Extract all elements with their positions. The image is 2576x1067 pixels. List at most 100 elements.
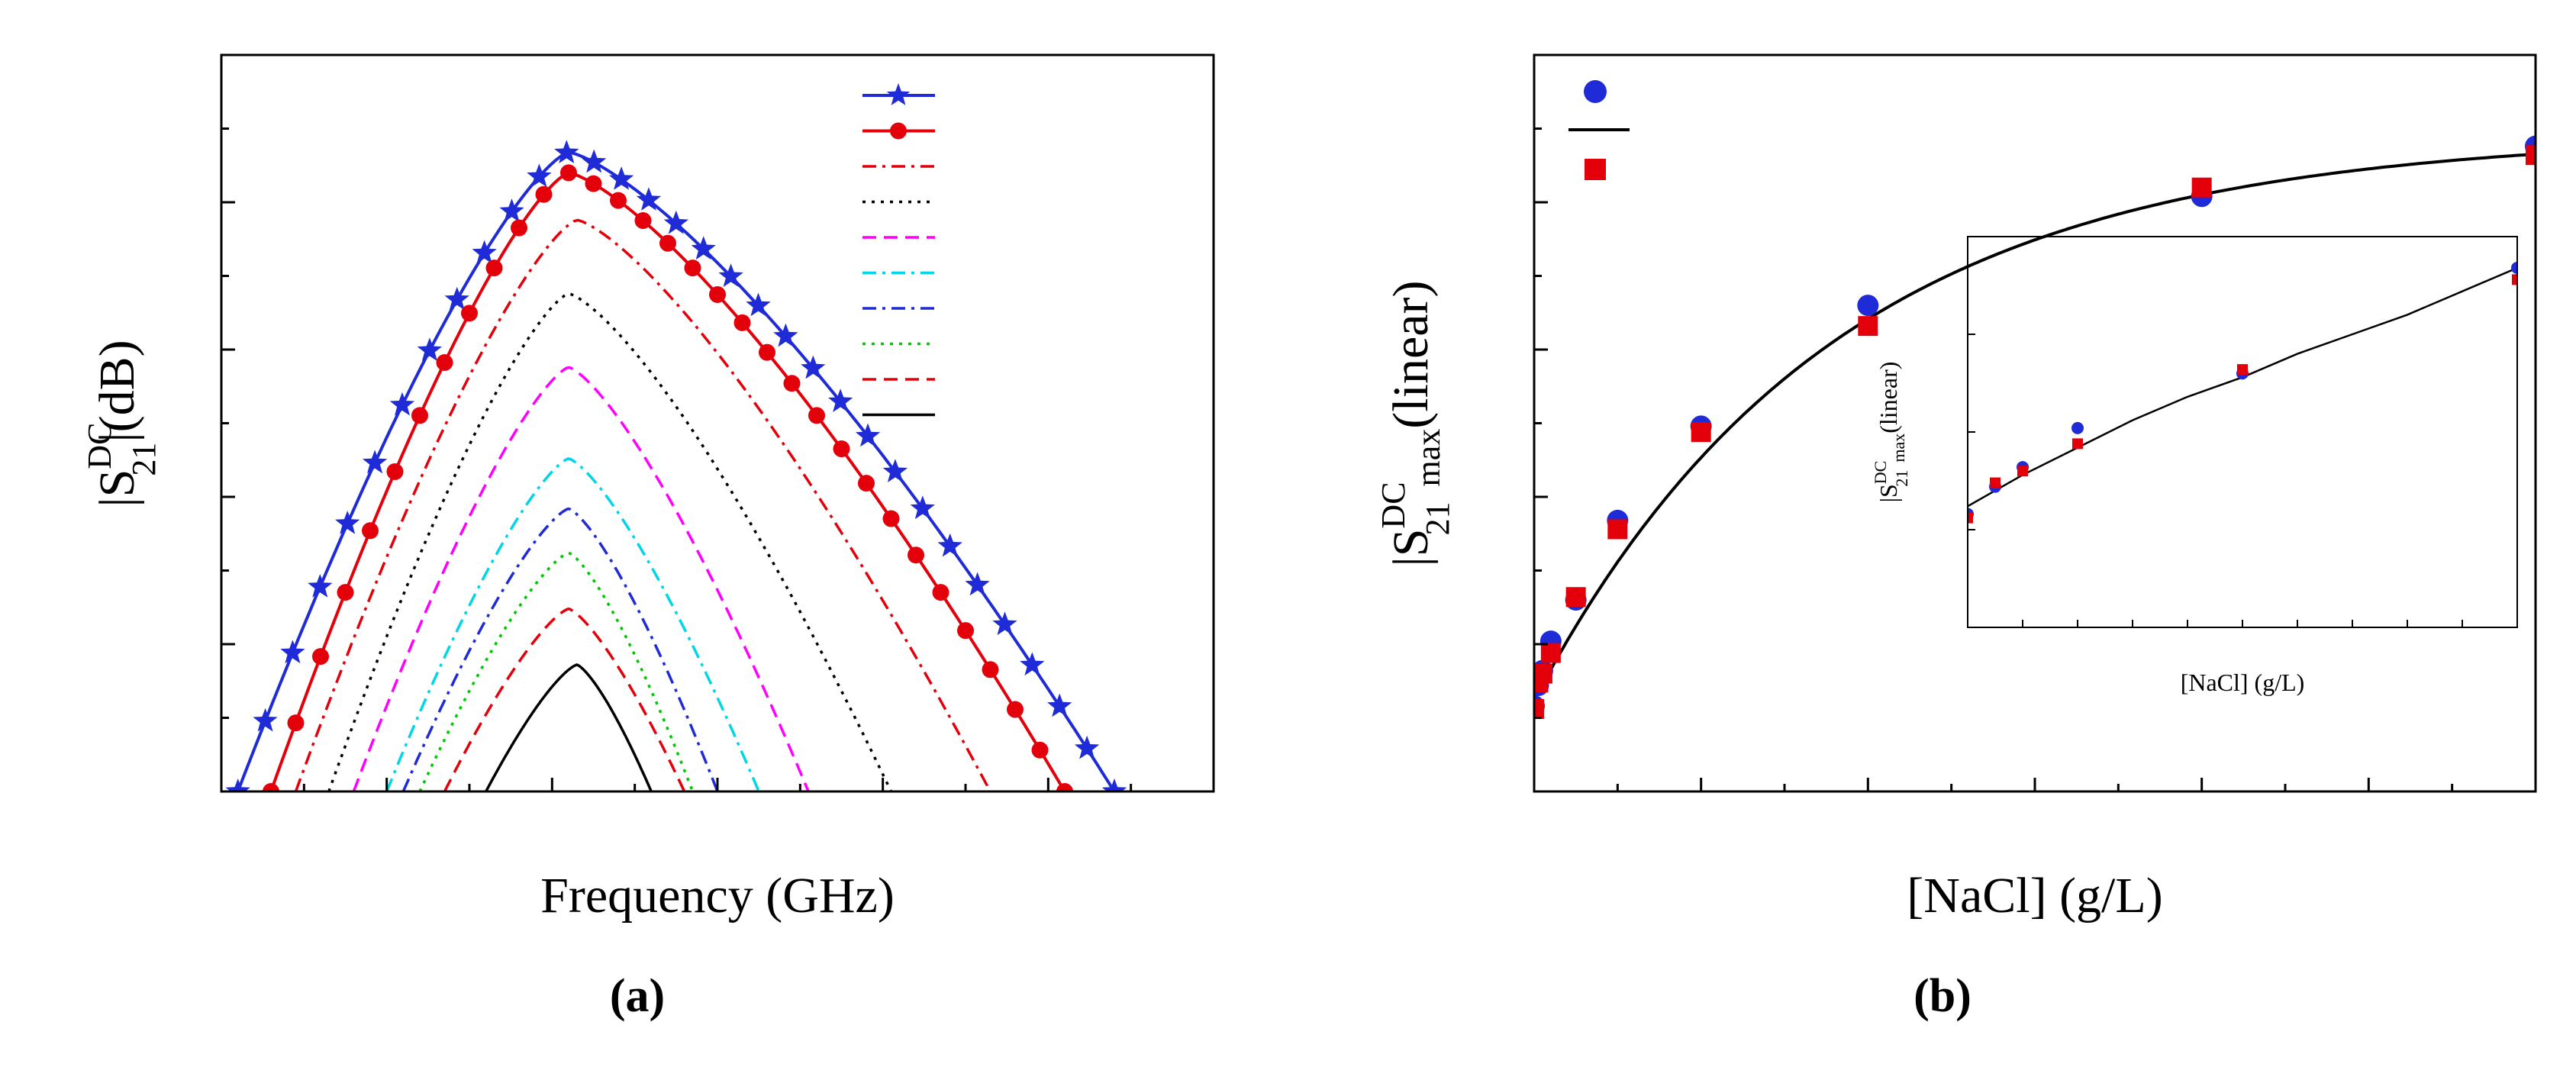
- a-series-line: [485, 663, 653, 791]
- a-series-marker: [417, 337, 442, 362]
- inset-ylabel-sub: 21: [1892, 470, 1911, 487]
- a-series-marker: [312, 648, 329, 666]
- a-series-marker: [808, 407, 825, 424]
- b-legend-marker-circle: [1584, 80, 1607, 103]
- a-panel-label: (a): [610, 970, 665, 1022]
- a-series-marker: [582, 149, 607, 173]
- a-series-marker: [386, 463, 404, 480]
- a-series-marker: [362, 522, 379, 540]
- a-series-marker: [636, 187, 662, 211]
- b-y-axis-label: |SDC 21 max(linear): [1375, 280, 1456, 566]
- b-measurement2-point: [1565, 587, 1586, 608]
- a-series-marker: [225, 778, 250, 791]
- a-series-marker: [308, 574, 333, 598]
- a-series-marker: [389, 392, 415, 416]
- a-series-marker: [659, 234, 676, 252]
- a-series-marker: [882, 459, 908, 482]
- a-series-marker: [684, 259, 701, 277]
- a-series-marker: [499, 198, 524, 222]
- a-series-marker: [965, 572, 990, 596]
- a-series-marker: [411, 407, 428, 424]
- a-y-ticks: [221, 53, 235, 793]
- b-measurement2-point: [1540, 643, 1561, 663]
- a-series-marker: [511, 219, 527, 237]
- b-ylabel-sub: 21: [1419, 501, 1456, 535]
- inset-data: [1968, 261, 2517, 524]
- a-series-marker: [759, 343, 775, 361]
- b-measurement2-point: [2191, 177, 2212, 198]
- a-series-line: [385, 457, 760, 791]
- a-series-marker: [783, 375, 801, 392]
- a-series-marker: [535, 185, 553, 203]
- inset-measurement2-point: [1990, 477, 2001, 488]
- a-series-marker: [855, 423, 881, 447]
- a-ylabel-sub: 21: [125, 443, 163, 476]
- a-series-marker: [554, 140, 579, 163]
- b-legend: [1568, 80, 1630, 180]
- inset-frame: [1967, 236, 2518, 628]
- a-series-line: [401, 507, 719, 791]
- inset-calibration-curve: [1968, 266, 2517, 508]
- b-x-axis-label: [NaCl] (g/L): [1907, 868, 2162, 924]
- inset-y-axis-label: |SDC 21 max(linear): [1871, 362, 1911, 503]
- chart-b: [NaCl] (g/L) |SDC 21max(linear) [NaCl] (g…: [1375, 53, 2537, 1022]
- a-series-marker: [1056, 783, 1073, 791]
- a-series-marker: [801, 355, 826, 379]
- b-measurement2-point: [1534, 698, 1544, 719]
- b-calibration-curve: [1534, 153, 2536, 701]
- a-series-marker: [634, 211, 652, 229]
- b-measurement2-point: [1691, 422, 1711, 443]
- a-ylabel-sup: DC: [81, 423, 118, 469]
- a-legend-marker: [886, 83, 911, 105]
- a-series-marker: [833, 440, 850, 458]
- a-series-marker: [1007, 701, 1024, 718]
- a-series-marker: [461, 305, 478, 322]
- a-curves: [225, 140, 1127, 791]
- a-series-marker: [1031, 741, 1049, 759]
- a-series-marker: [1047, 693, 1072, 717]
- a-ylabel-post: |(dB): [89, 340, 145, 442]
- a-series-marker: [908, 546, 924, 564]
- a-series-line: [269, 171, 1066, 791]
- a-series-marker: [485, 259, 503, 277]
- inset-calibration-point: [2511, 261, 2517, 274]
- b-plot-frame: [1533, 53, 2537, 793]
- inset-ylabel-post: (linear): [1875, 362, 1902, 434]
- inset-measurement2-point: [2072, 438, 2083, 450]
- a-series-marker: [263, 783, 279, 791]
- a-series-marker: [957, 622, 974, 640]
- a-series-marker: [663, 210, 688, 234]
- a-series-marker: [253, 708, 278, 732]
- a-series-marker: [709, 285, 726, 303]
- a-series-marker: [992, 611, 1017, 636]
- a-series-line: [352, 366, 810, 791]
- a-series-marker: [560, 164, 577, 182]
- b-measurement2-point: [1607, 519, 1628, 540]
- a-series-marker: [280, 640, 305, 664]
- inset-measurement2-point: [2017, 466, 2028, 477]
- chart-a: Frequency (GHz) |SDC 21|(dB) (a): [81, 53, 1215, 1022]
- a-legend-marker: [890, 122, 907, 140]
- a-series-marker: [982, 661, 999, 679]
- a-legend: [862, 83, 935, 417]
- a-series-marker: [585, 175, 602, 192]
- a-series-marker: [773, 323, 798, 347]
- inset-ylabel-pre: |S: [1875, 484, 1902, 502]
- a-series-marker: [746, 292, 771, 317]
- a-series-marker: [718, 263, 743, 287]
- b-measurement2-point: [1858, 316, 1878, 337]
- inset-y-ticks: [1968, 236, 1975, 628]
- a-series-marker: [287, 714, 305, 732]
- b-panel-label: (b): [1913, 970, 1971, 1022]
- inset-calibration-point: [2071, 421, 2084, 434]
- inset-measurement2-point: [2237, 364, 2248, 376]
- a-series-marker: [882, 510, 900, 527]
- a-series-marker: [932, 584, 949, 601]
- a-series-marker: [691, 236, 716, 260]
- a-series-line: [418, 551, 695, 791]
- a-series-marker: [828, 388, 853, 412]
- a-series-marker: [337, 584, 354, 601]
- a-series-marker: [527, 163, 552, 188]
- a-ylabel-pre: |S: [89, 469, 145, 508]
